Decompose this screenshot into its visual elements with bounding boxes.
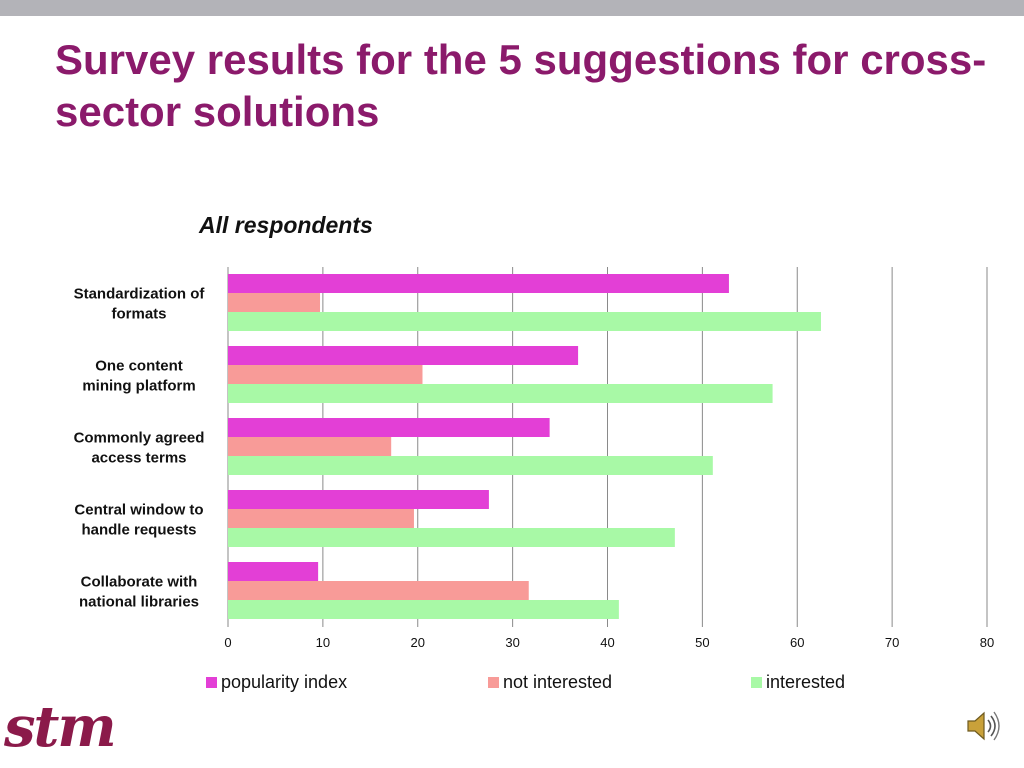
slide-title: Survey results for the 5 suggestions for… [55, 36, 987, 135]
category-label: Commonly agreed access terms [74, 430, 205, 467]
chart-title: All respondents [199, 212, 373, 238]
bar-interested [228, 384, 773, 403]
category-label: One content mining platform [82, 358, 195, 395]
bar-interested [228, 528, 675, 547]
legend-item-not-interested: not interested [488, 672, 612, 693]
legend-swatch [206, 677, 217, 688]
legend-label: popularity index [221, 672, 348, 692]
bar-popularity-index [228, 490, 489, 509]
legend-swatch [488, 677, 499, 688]
legend-label: not interested [503, 672, 613, 692]
x-tick-label: 80 [980, 635, 994, 650]
top-bar [0, 0, 1024, 16]
legend-label: interested [766, 672, 846, 692]
legend-swatch [751, 677, 762, 688]
legend-item-interested: interested [751, 672, 845, 693]
bar-not-interested [228, 509, 414, 528]
x-tick-label: 40 [600, 635, 614, 650]
x-tick-label: 70 [885, 635, 899, 650]
bar-interested [228, 456, 713, 475]
bar-popularity-index [228, 562, 319, 581]
bar-not-interested [228, 293, 321, 312]
category-label: Standardization of formats [74, 286, 206, 323]
speaker-icon[interactable] [962, 706, 1002, 746]
x-tick-label: 0 [224, 635, 231, 650]
x-tick-label: 60 [790, 635, 804, 650]
stm-logo: stm [4, 694, 117, 760]
x-tick-label: 20 [411, 635, 425, 650]
bar-not-interested [228, 365, 423, 384]
x-tick-label: 30 [505, 635, 519, 650]
category-label: Central window to handle requests [74, 502, 203, 539]
bar-popularity-index [228, 346, 579, 365]
bar-popularity-index [228, 274, 729, 293]
bar-not-interested [228, 437, 392, 456]
category-label: Collaborate with national libraries [79, 574, 199, 611]
x-tick-label: 50 [695, 635, 709, 650]
bar-not-interested [228, 581, 529, 600]
legend-item-popularity-index: popularity index [206, 672, 347, 693]
x-tick-label: 10 [316, 635, 330, 650]
bar-interested [228, 312, 821, 331]
bar-popularity-index [228, 418, 550, 437]
bar-interested [228, 600, 619, 619]
